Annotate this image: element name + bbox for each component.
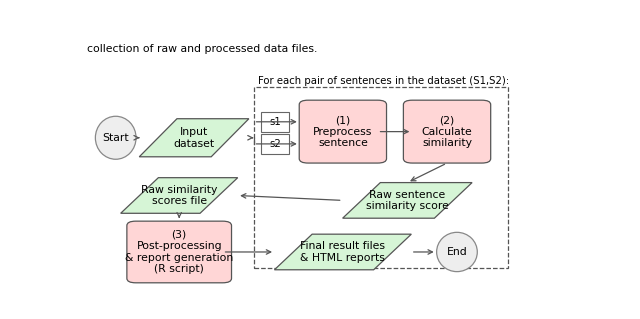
Text: (1)
Preprocess
sentence: (1) Preprocess sentence <box>313 115 372 148</box>
Polygon shape <box>342 182 472 218</box>
Text: collection of raw and processed data files.: collection of raw and processed data fil… <box>88 44 318 55</box>
Text: End: End <box>447 247 467 257</box>
Text: Final result files
& HTML reports: Final result files & HTML reports <box>300 241 385 263</box>
Text: (3)
Post-processing
& report generation
(R script): (3) Post-processing & report generation … <box>125 230 234 274</box>
Text: Start: Start <box>102 133 129 143</box>
Polygon shape <box>121 178 237 213</box>
Text: Raw sentence
similarity score: Raw sentence similarity score <box>366 189 449 211</box>
FancyBboxPatch shape <box>127 221 232 283</box>
FancyBboxPatch shape <box>260 134 289 154</box>
Text: Input
dataset: Input dataset <box>173 127 214 149</box>
Text: s2: s2 <box>269 139 281 149</box>
Polygon shape <box>140 119 249 157</box>
Polygon shape <box>275 234 412 270</box>
FancyBboxPatch shape <box>403 100 491 163</box>
Ellipse shape <box>95 116 136 159</box>
Ellipse shape <box>436 232 477 272</box>
Text: s1: s1 <box>269 117 281 127</box>
FancyBboxPatch shape <box>260 112 289 132</box>
Text: (2)
Calculate
similarity: (2) Calculate similarity <box>422 115 472 148</box>
Text: For each pair of sentences in the dataset (S1,S2):: For each pair of sentences in the datase… <box>257 76 509 86</box>
FancyBboxPatch shape <box>300 100 387 163</box>
Text: Raw similarity
scores file: Raw similarity scores file <box>141 185 218 206</box>
